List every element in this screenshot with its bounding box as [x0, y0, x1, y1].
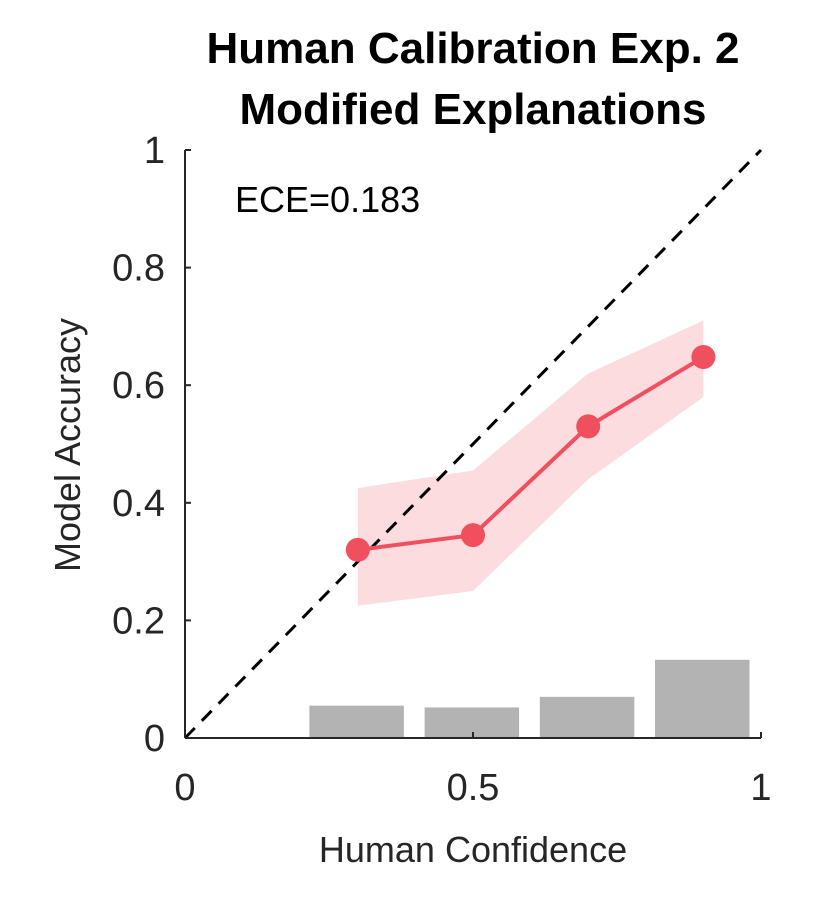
data-point-4: [691, 344, 716, 369]
accuracy-line: [357, 355, 705, 552]
x-axis-label: Human Confidence: [319, 829, 627, 870]
perfect-calibration-line: [183, 148, 763, 740]
y-tick-label: 0.4: [112, 483, 165, 525]
data-point-2: [461, 523, 485, 548]
data-point-1: [345, 537, 370, 562]
ece-annotation: ECE=0.183: [235, 179, 420, 220]
chart-title: Human Calibration Exp. 2: [207, 24, 740, 73]
x-tick-label: 0.5: [447, 767, 500, 809]
histogram-bar-4: [655, 659, 750, 738]
y-tick-label: 1: [144, 130, 165, 172]
x-tick-label: 0: [174, 767, 195, 809]
x-tick-label: 1: [750, 767, 771, 809]
plot-area: 0 0.2 0.4 0.6 0.8 1 0 0.5 1: [112, 130, 771, 809]
confidence-band: [357, 320, 704, 606]
y-axis-label: Model Accuracy: [47, 318, 88, 572]
y-tick-label: 0.2: [112, 600, 165, 642]
y-tick-label: 0.8: [112, 248, 165, 290]
histogram-bar-3: [539, 696, 635, 738]
chart-subtitle: Modified Explanations: [240, 85, 707, 134]
data-point-3: [576, 414, 601, 439]
histogram-bar-1: [309, 705, 404, 738]
y-tick-label: 0.6: [112, 365, 165, 407]
histogram-bar-2: [424, 707, 520, 738]
y-tick-label: 0: [144, 718, 165, 760]
